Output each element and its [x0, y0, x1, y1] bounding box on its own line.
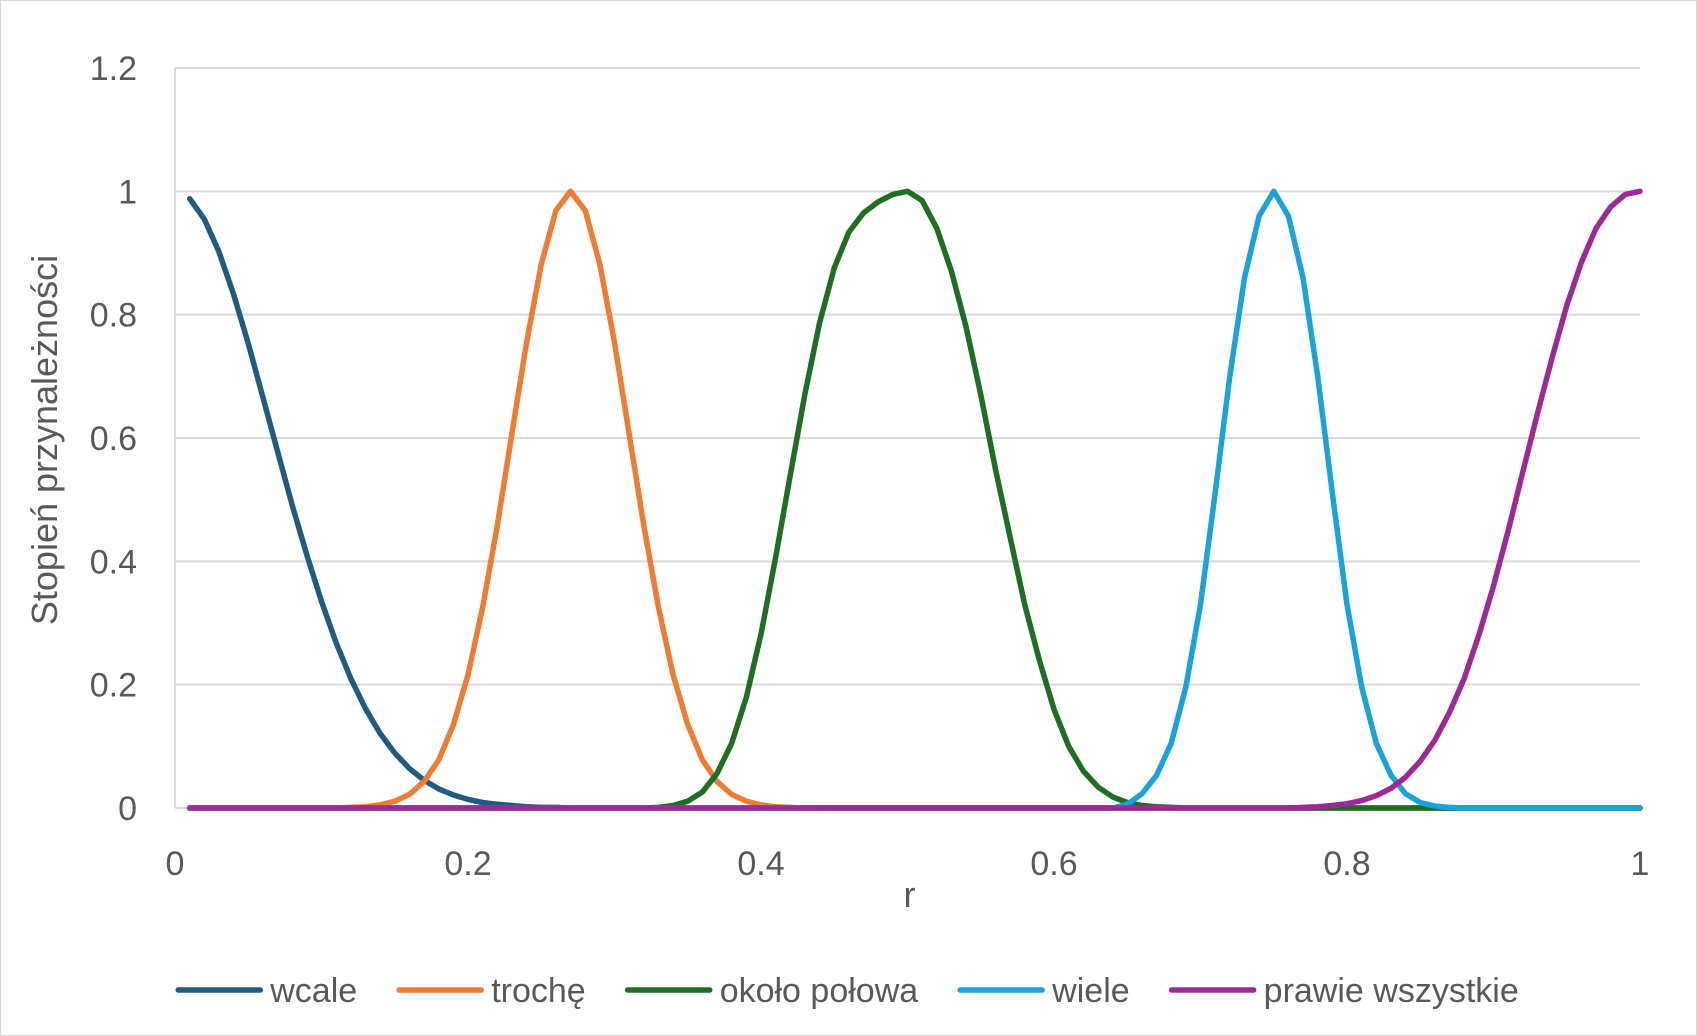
x-tick-label: 1: [1631, 845, 1650, 883]
series-lines: [186, 188, 1643, 811]
y-tick-label: 1.2: [90, 50, 137, 88]
y-tick-label: 0.8: [90, 297, 137, 335]
y-tick-label: 1: [118, 173, 137, 211]
y-tick-label: 0.4: [90, 543, 137, 581]
legend-item: około połowa: [624, 972, 919, 1010]
x-tick-label: 0.2: [444, 845, 491, 883]
y-tick-label: 0.6: [90, 420, 137, 458]
x-tick-label: 0.4: [737, 845, 784, 883]
legend-item: wiele: [957, 972, 1130, 1010]
legend-label: wcale: [269, 972, 357, 1010]
x-axis-title: r: [904, 874, 916, 915]
legend: wcale trochę około połowa wiele prawie wszys…: [175, 972, 1519, 1010]
legend-item: wcale: [175, 972, 357, 1010]
legend-label: około połowa: [720, 972, 919, 1010]
legend-label: prawie wszystkie: [1264, 972, 1519, 1010]
x-tick-label: 0.6: [1030, 845, 1077, 883]
y-tick-label: 0: [118, 790, 137, 828]
y-axis-title: Stopień przynależności: [24, 255, 65, 625]
x-tick-label: 0: [166, 845, 185, 883]
series-line-1: [186, 195, 1643, 811]
gridlines: [175, 67, 1640, 686]
series-line-2: [186, 188, 1643, 811]
series-line-4: [186, 188, 1643, 811]
legend-label: trochę: [491, 972, 586, 1010]
x-tick-label: 0.8: [1323, 845, 1370, 883]
legend-item: prawie wszystkie: [1168, 972, 1519, 1010]
series-line-3: [186, 188, 1643, 811]
tick-labels: 0 0.2 0.4 0.6 0.8 1 1.2 0 0.2 0.4 0.6 0.8 1: [90, 50, 1650, 883]
legend-label: wiele: [1051, 972, 1129, 1010]
y-tick-label: 0.2: [90, 667, 137, 705]
series-line-5: [186, 188, 1643, 811]
legend-item: trochę: [396, 972, 586, 1010]
